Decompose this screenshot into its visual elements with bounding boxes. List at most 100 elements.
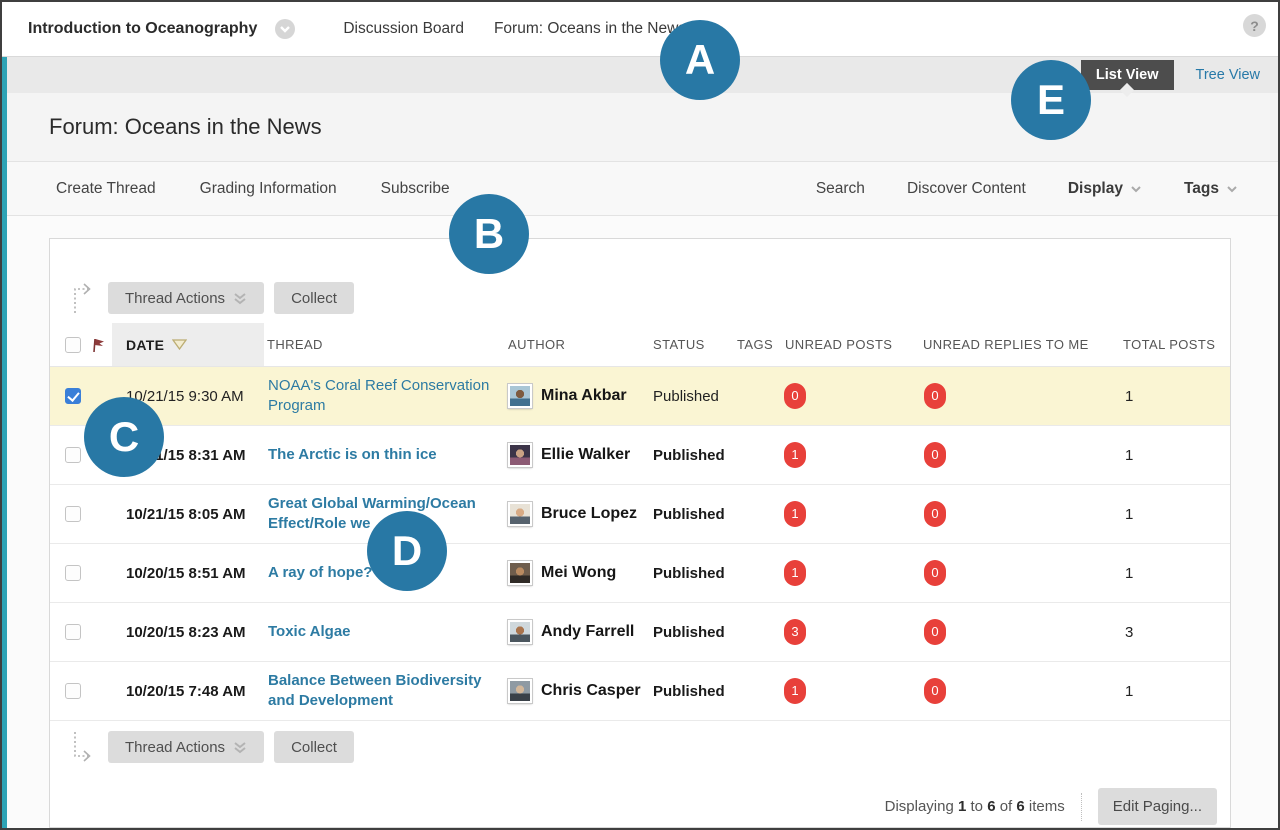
callout-e: E [1011,60,1091,140]
action-bar: Create Thread Grading Information Subscr… [2,161,1278,216]
search-button[interactable]: Search [816,180,865,198]
breadcrumb-forum-current: Forum: Oceans in the News [494,20,686,38]
avatar [508,620,532,644]
create-thread-button[interactable]: Create Thread [56,180,156,198]
thread-link[interactable]: Toxic Algae [268,623,351,640]
collect-button[interactable]: Collect [274,282,354,314]
paging-footer: Displaying 1 to 6 of 6 items Edit Paging… [50,788,1230,825]
list-toolbar-bottom: Thread Actions Collect [70,730,1230,764]
collect-button[interactable]: Collect [274,731,354,763]
list-view-button[interactable]: List View [1081,60,1174,90]
flag-icon [91,337,106,353]
author-column-header[interactable]: AUTHOR [504,337,650,352]
unread-replies-column-header[interactable]: UNREAD REPLIES TO ME [920,337,1120,352]
thread-actions-label: Thread Actions [125,739,225,756]
breadcrumb-discussion-board-link[interactable]: Discussion Board [343,20,464,38]
paging-to: 6 [987,798,995,815]
callout-a: A [660,20,740,100]
tags-column-header[interactable]: TAGS [734,337,782,352]
unread-replies-badge[interactable]: 0 [924,619,946,645]
table-row: 10/20/15 8:23 AM Toxic Algae Andy Farrel… [50,603,1230,662]
grading-information-button[interactable]: Grading Information [200,180,337,198]
author-name: Mei Wong [541,564,616,582]
total-posts-cell: 1 [1120,447,1230,464]
thread-list-card: Thread Actions Collect DATE [49,238,1231,828]
row-checkbox[interactable] [65,447,81,463]
callout-d: D [367,511,447,591]
discover-content-button[interactable]: Discover Content [907,180,1026,198]
total-posts-cell: 1 [1120,506,1230,523]
row-checkbox[interactable] [65,388,81,404]
edit-paging-button[interactable]: Edit Paging... [1098,788,1217,825]
total-posts-column-header[interactable]: TOTAL POSTS [1120,337,1230,352]
avatar [508,679,532,703]
table-row: 10/21/15 8:31 AM The Arctic is on thin i… [50,426,1230,485]
page-title: Forum: Oceans in the News [49,114,322,140]
row-checkbox[interactable] [65,506,81,522]
thread-actions-button[interactable]: Thread Actions [108,731,264,763]
callout-c: C [84,397,164,477]
status-cell: Published [650,388,734,405]
date-cell: 10/20/15 8:51 AM [112,565,264,582]
subscribe-button[interactable]: Subscribe [381,180,450,198]
status-cell: Published [650,447,734,464]
unread-posts-badge[interactable]: 1 [784,678,806,704]
author-name: Andy Farrell [541,623,634,641]
course-menu-button[interactable] [275,19,295,39]
unread-replies-badge[interactable]: 0 [924,383,946,409]
collect-label: Collect [291,290,337,307]
author-name: Ellie Walker [541,446,630,464]
table-row: 10/20/15 8:51 AM A ray of hope? Mei Wong… [50,544,1230,603]
select-all-checkbox[interactable] [65,337,81,353]
action-bar-right: Search Discover Content Display Tags [816,180,1238,198]
thread-link[interactable]: Balance Between Biodiversity and Develop… [268,672,481,709]
flag-column-header[interactable] [84,337,112,353]
unread-replies-badge[interactable]: 0 [924,560,946,586]
date-cell: 10/20/15 8:23 AM [112,624,264,641]
unread-replies-badge[interactable]: 0 [924,442,946,468]
status-column-header[interactable]: STATUS [650,337,734,352]
author-name: Chris Casper [541,682,641,700]
row-checkbox[interactable] [65,683,81,699]
display-menu-button[interactable]: Display [1068,180,1142,198]
paging-status-text: to [971,798,984,815]
row-checkbox[interactable] [65,624,81,640]
thread-link[interactable]: The Arctic is on thin ice [268,446,437,463]
total-posts-cell: 3 [1120,624,1230,641]
footer-divider [1081,793,1082,821]
thread-column-header[interactable]: THREAD [264,337,504,352]
unread-replies-badge[interactable]: 0 [924,678,946,704]
unread-replies-badge[interactable]: 0 [924,501,946,527]
dotted-arrow-icon [70,281,96,315]
table-row: 10/20/15 7:48 AM Balance Between Biodive… [50,662,1230,721]
date-cell: 10/21/15 8:05 AM [112,506,264,523]
thread-actions-button[interactable]: Thread Actions [108,282,264,314]
thread-link[interactable]: A ray of hope? [268,564,372,581]
list-toolbar-top: Thread Actions Collect [70,281,1230,315]
paging-status: Displaying 1 to 6 of 6 items [885,798,1065,815]
unread-posts-badge[interactable]: 3 [784,619,806,645]
thread-link[interactable]: Great Global Warming/Ocean Effect/Role w… [268,495,476,532]
paging-total: 6 [1016,798,1024,815]
table-row: 10/21/15 8:05 AM Great Global Warming/Oc… [50,485,1230,544]
collect-label: Collect [291,739,337,756]
date-header-label: DATE [126,337,164,353]
date-cell: 10/20/15 7:48 AM [112,683,264,700]
sort-descending-triangle-icon [172,339,187,350]
tree-view-link[interactable]: Tree View [1196,67,1260,83]
author-name: Bruce Lopez [541,505,637,523]
dotted-arrow-icon [70,730,96,764]
paging-status-text: Displaying [885,798,954,815]
row-checkbox[interactable] [65,565,81,581]
unread-posts-badge[interactable]: 0 [784,383,806,409]
date-column-header[interactable]: DATE [112,323,264,366]
unread-posts-badge[interactable]: 1 [784,442,806,468]
breadcrumb-course-link[interactable]: Introduction to Oceanography [28,20,257,38]
unread-posts-badge[interactable]: 1 [784,501,806,527]
help-icon[interactable]: ? [1243,14,1266,37]
thread-link[interactable]: NOAA's Coral Reef Conservation Program [268,377,489,414]
total-posts-cell: 1 [1120,683,1230,700]
unread-posts-badge[interactable]: 1 [784,560,806,586]
tags-menu-button[interactable]: Tags [1184,180,1238,198]
unread-posts-column-header[interactable]: UNREAD POSTS [782,337,920,352]
